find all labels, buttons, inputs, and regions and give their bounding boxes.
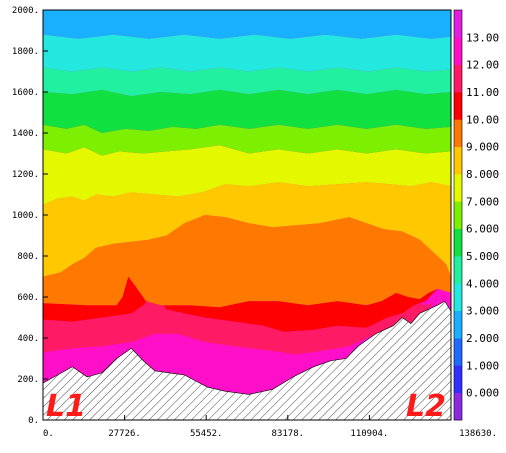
contour-band-level-8 [43, 145, 451, 205]
y-tick-label: 600. [17, 293, 39, 303]
y-tick-label: 1800. [12, 47, 39, 57]
contour-band-level-10 [43, 215, 451, 308]
colorbar-label: 9.000 [466, 141, 499, 154]
contour-band-level-6 [43, 89, 451, 133]
colorbar-swatch [454, 92, 462, 120]
y-tick-label: 1200. [12, 170, 39, 180]
colorbar-label: 11.00 [466, 86, 499, 99]
marker-l2: L2 [406, 389, 446, 424]
colorbar-swatch [454, 119, 462, 147]
colorbar-label: 8.000 [466, 168, 499, 181]
x-tick-label: 0. [43, 429, 54, 439]
colorbar-label: 12.00 [466, 59, 499, 72]
x-tick-label: 27726. [108, 429, 141, 439]
colorbar-label: 3.000 [466, 305, 499, 318]
y-axis: 0. 200. 400. 600. 800. 1000. 1200. 1400. 1600. 18… [12, 6, 48, 426]
y-tick-label: 400. [17, 334, 39, 344]
colorbar-label: 4.000 [466, 277, 499, 290]
marker-l1: L1 [46, 389, 86, 424]
colorbar-swatch [454, 392, 462, 421]
colorbar-swatch [454, 256, 462, 284]
contour-band-level-5 [43, 67, 451, 97]
x-tick-label: 110904. [350, 429, 388, 439]
plot-area [42, 9, 452, 421]
colorbar-swatch [454, 310, 462, 339]
colorbar-swatch [454, 37, 462, 65]
colorbar-swatch [454, 174, 462, 202]
y-tick-label: 1000. [12, 211, 39, 221]
contour-band-level-3 [43, 10, 451, 39]
colorbar-swatch [454, 10, 462, 38]
contour-fills [43, 10, 451, 390]
contour-band-level-9 [43, 182, 451, 277]
y-tick-label: 200. [17, 375, 39, 385]
colorbar-swatch [454, 228, 462, 257]
colorbar-swatch [454, 146, 462, 175]
y-tick-label: 2000. [12, 6, 39, 16]
colorbar-label: 1.000 [466, 359, 499, 372]
x-tick-label: 55452. [190, 429, 223, 439]
colorbar-label: 5.000 [466, 250, 499, 263]
colorbar-swatch [454, 283, 462, 311]
colorbar-label: 7.000 [466, 195, 499, 208]
contour-band-level-11 [43, 276, 438, 332]
y-tick-label: 800. [17, 252, 39, 262]
contour-band-level-12 [43, 292, 438, 355]
y-tick-label: 1600. [12, 88, 39, 98]
contour-band-level-4 [43, 34, 451, 72]
colorbar-label: 0.000 [466, 387, 499, 400]
colorbar: 0.000 1.000 2.000 3.000 4.000 5.000 6.000 7.000… [453, 9, 499, 421]
colorbar-swatch [454, 365, 462, 393]
colorbar-swatch [454, 64, 462, 93]
x-axis: 0. 27726. 55452. 83178. 110904. 138630. [42, 415, 497, 439]
contour-band-level-7 [43, 124, 451, 156]
colorbar-label: 10.00 [466, 113, 499, 126]
colorbar-swatch [454, 201, 462, 229]
colorbar-label: 2.000 [466, 332, 499, 345]
colorbar-label: 13.00 [466, 31, 499, 44]
y-tick-label: 1400. [12, 129, 39, 139]
colorbar-swatch [454, 338, 462, 366]
colorbar-label: 6.000 [466, 223, 499, 236]
colorbar-frame [453, 9, 463, 421]
x-tick-label: 83178. [272, 429, 305, 439]
terrain-hatch [43, 300, 451, 420]
x-tick-label: 138630. [459, 429, 497, 439]
y-tick-label: 0. [28, 416, 39, 426]
